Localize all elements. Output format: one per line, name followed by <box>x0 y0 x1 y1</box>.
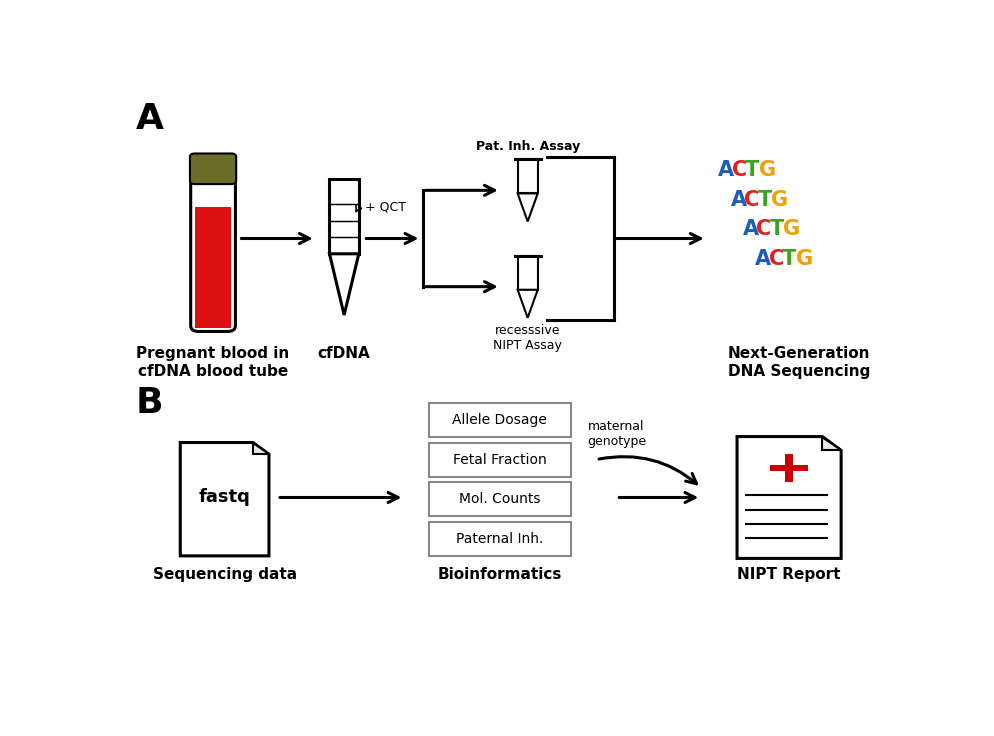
Polygon shape <box>329 179 359 254</box>
Text: + QCT: + QCT <box>365 201 406 214</box>
Text: G: G <box>795 249 812 269</box>
Text: T: T <box>781 249 795 269</box>
FancyBboxPatch shape <box>190 154 236 184</box>
Bar <box>428 522 571 556</box>
Bar <box>428 403 571 437</box>
Text: T: T <box>745 160 758 180</box>
Polygon shape <box>252 442 268 454</box>
Text: A: A <box>743 219 758 239</box>
Text: Paternal Inh.: Paternal Inh. <box>456 532 543 546</box>
Text: A: A <box>730 190 746 210</box>
Bar <box>769 465 807 471</box>
Bar <box>784 454 792 482</box>
Text: T: T <box>769 219 783 239</box>
Text: G: G <box>782 219 799 239</box>
Text: fastq: fastq <box>199 489 250 506</box>
Text: A: A <box>136 102 164 136</box>
Polygon shape <box>180 442 268 556</box>
Polygon shape <box>517 290 537 318</box>
Text: T: T <box>756 190 771 210</box>
Polygon shape <box>737 436 840 559</box>
Bar <box>195 181 231 207</box>
Text: Fetal Fraction: Fetal Fraction <box>452 453 547 467</box>
Text: maternal
genotype: maternal genotype <box>586 420 645 448</box>
Bar <box>195 207 231 328</box>
Text: G: G <box>757 160 775 180</box>
Text: B: B <box>136 386 163 420</box>
Text: C: C <box>755 219 770 239</box>
Text: G: G <box>770 190 787 210</box>
Polygon shape <box>517 159 537 194</box>
Text: Pat. Inh. Assay: Pat. Inh. Assay <box>475 141 580 154</box>
Polygon shape <box>517 194 537 222</box>
Text: Pregnant blood in
cfDNA blood tube: Pregnant blood in cfDNA blood tube <box>136 346 289 378</box>
Text: C: C <box>744 190 758 210</box>
Text: cfDNA: cfDNA <box>317 346 370 361</box>
Text: C: C <box>731 160 746 180</box>
Text: Bioinformatics: Bioinformatics <box>437 567 562 582</box>
Polygon shape <box>822 436 840 450</box>
Text: Next-Generation
DNA Sequencing: Next-Generation DNA Sequencing <box>728 346 870 378</box>
Text: Mol. Counts: Mol. Counts <box>458 492 540 506</box>
Text: Allele Dosage: Allele Dosage <box>452 413 547 427</box>
Text: C: C <box>768 249 783 269</box>
Text: recesssive
NIPT Assay: recesssive NIPT Assay <box>493 324 562 352</box>
Bar <box>428 442 571 476</box>
Polygon shape <box>517 255 537 290</box>
Text: A: A <box>754 249 770 269</box>
Text: Sequencing data: Sequencing data <box>152 567 296 582</box>
Text: A: A <box>718 160 734 180</box>
Polygon shape <box>329 254 359 315</box>
Bar <box>428 482 571 516</box>
Text: NIPT Report: NIPT Report <box>737 567 840 582</box>
